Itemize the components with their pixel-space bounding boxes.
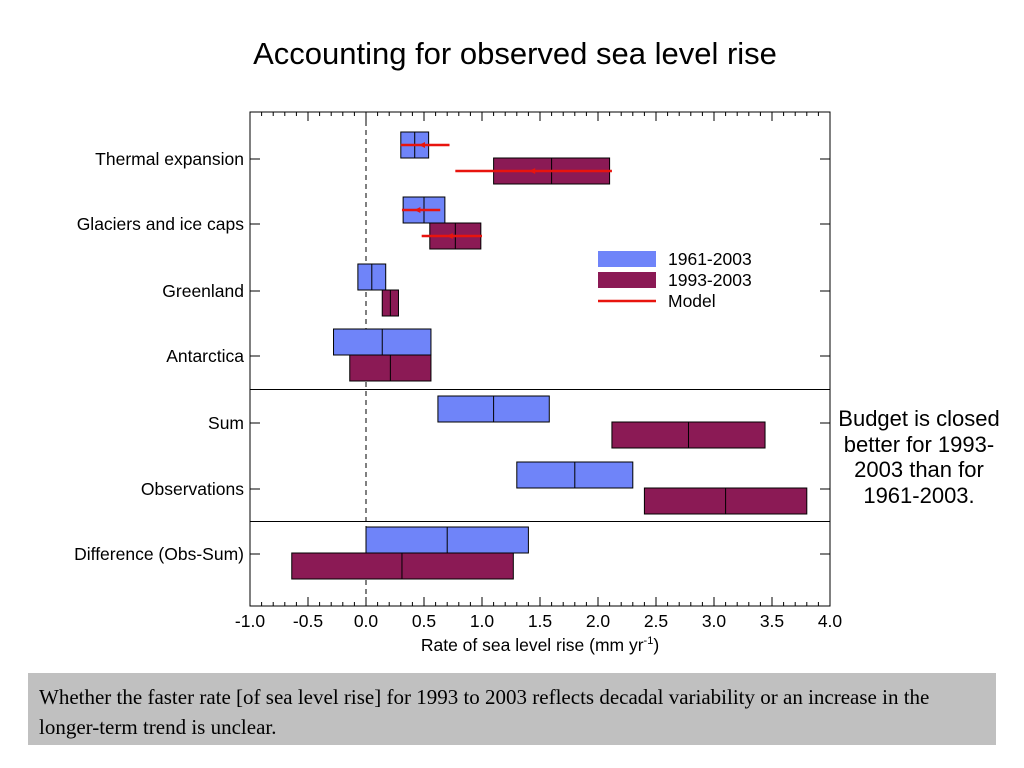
category-label-thermal-expansion: Thermal expansion <box>95 149 244 169</box>
x-axis-label: Rate of sea level rise (mm yr-1) <box>421 635 659 655</box>
x-tick-label: 1.0 <box>470 611 495 631</box>
model-central-marker <box>414 207 421 213</box>
category-labels: Thermal expansion Glaciers and ice caps Gr… <box>74 149 244 564</box>
category-label-sum: Sum <box>208 413 244 433</box>
side-note: Budget is closed better for 1993-2003 th… <box>838 406 1000 508</box>
sea-level-budget-chart: Thermal expansion Glaciers and ice caps Gr… <box>74 111 843 655</box>
x-tick-label: 4.0 <box>818 611 843 631</box>
range-box-difference-obs-sum-1993-2003 <box>291 552 514 580</box>
category-label-antarctica: Antarctica <box>166 346 244 366</box>
x-tick-label: -0.5 <box>293 611 323 631</box>
category-label-observations: Observations <box>141 479 244 499</box>
legend-swatch-1961-2003 <box>598 251 656 267</box>
legend-swatch-1993-2003 <box>598 272 656 288</box>
legend-label-1993-2003: 1993-2003 <box>668 270 752 290</box>
x-tick-label: 2.5 <box>644 611 668 631</box>
x-tick-label: 0.5 <box>412 611 436 631</box>
category-label-greenland: Greenland <box>162 281 244 301</box>
x-tick-label: 3.0 <box>702 611 727 631</box>
category-label-difference-obs-sum: Difference (Obs-Sum) <box>74 544 244 564</box>
caption-text: Whether the faster rate [of sea level ri… <box>39 685 930 739</box>
model-central-marker <box>529 168 536 174</box>
x-tick-label: 1.5 <box>528 611 552 631</box>
x-tick-label: 2.0 <box>586 611 611 631</box>
legend-label-model: Model <box>668 291 716 311</box>
x-axis-label-superscript: -1 <box>644 635 654 647</box>
axis-ticks <box>249 112 831 606</box>
x-tick-label: 0.0 <box>354 611 379 631</box>
group-separators <box>250 389 830 522</box>
legend-label-1961-2003: 1961-2003 <box>668 249 752 269</box>
category-label-glaciers-and-ice-caps: Glaciers and ice caps <box>77 214 245 234</box>
model-central-marker <box>419 142 425 148</box>
model-central-marker <box>446 233 453 239</box>
caption-box: Whether the faster rate [of sea level ri… <box>28 673 996 745</box>
plot-frame <box>249 111 831 607</box>
range-boxes <box>291 131 808 580</box>
x-tick-label: 3.5 <box>760 611 784 631</box>
x-tick-labels: -1.0 -0.5 0.0 0.5 1.0 1.5 2.0 2.5 3.0 3.5 4.0 <box>235 611 843 631</box>
slide-title: Accounting for observed sea level rise <box>253 36 777 71</box>
model-ranges <box>400 142 612 239</box>
x-tick-label: -1.0 <box>235 611 265 631</box>
